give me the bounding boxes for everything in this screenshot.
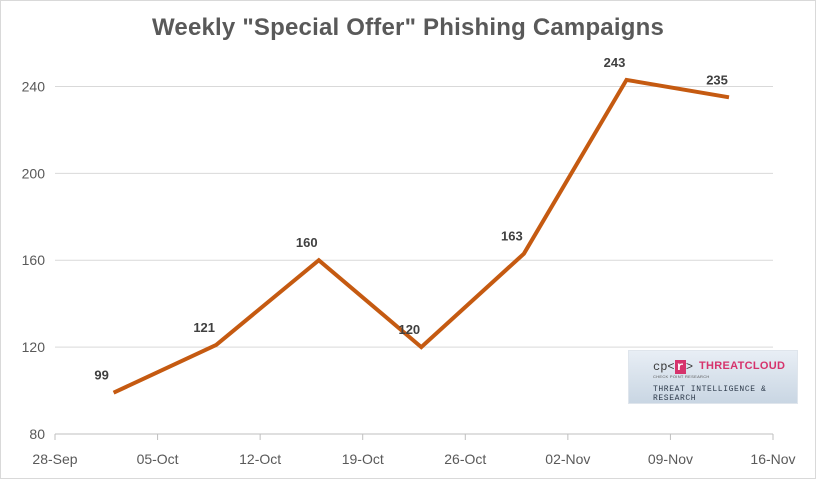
x-tick-label: 02-Nov [545, 451, 590, 467]
y-tick-label: 120 [22, 339, 46, 355]
x-tick-label: 16-Nov [750, 451, 795, 467]
x-tick-label: 09-Nov [648, 451, 693, 467]
x-tick-label: 12-Oct [239, 451, 281, 467]
cpr-logo-mark: cp< r > [653, 360, 694, 374]
y-tick-label: 160 [22, 252, 46, 268]
labels-layer: 80 120 160 200 240 28-Sep 05-Oct 12-Oct 19-Oct 26… [22, 55, 796, 467]
threatcloud-logo: cp< r > CHECK POINT RESEARCH THREATCLOUD T… [628, 350, 798, 404]
y-tick-label: 80 [29, 426, 45, 442]
logo-tagline: THREAT INTELLIGENCE & RESEARCH [653, 385, 767, 403]
data-label: 243 [604, 55, 626, 70]
x-tick-label: 26-Oct [444, 451, 486, 467]
data-label: 235 [706, 72, 728, 87]
series-line-0 [112, 77, 730, 395]
data-label: 163 [501, 229, 523, 244]
threatcloud-brand: THREATCLOUD [699, 360, 786, 372]
x-tick-label: 05-Oct [137, 451, 179, 467]
x-tick-label: 28-Sep [32, 451, 77, 467]
chart-title: Weekly "Special Offer" Phishing Campaign… [152, 14, 664, 41]
y-tick-label: 200 [22, 165, 46, 181]
cpr-logo-subtitle: CHECK POINT RESEARCH [653, 374, 710, 379]
data-label: 120 [398, 322, 420, 337]
data-label: 160 [296, 235, 318, 250]
data-label: 99 [94, 368, 108, 383]
gridlines [55, 85, 773, 348]
data-label: 121 [193, 320, 215, 335]
x-tick-label: 19-Oct [342, 451, 384, 467]
axes [54, 433, 774, 440]
series-layer [112, 77, 730, 395]
y-tick-label: 240 [22, 78, 46, 94]
